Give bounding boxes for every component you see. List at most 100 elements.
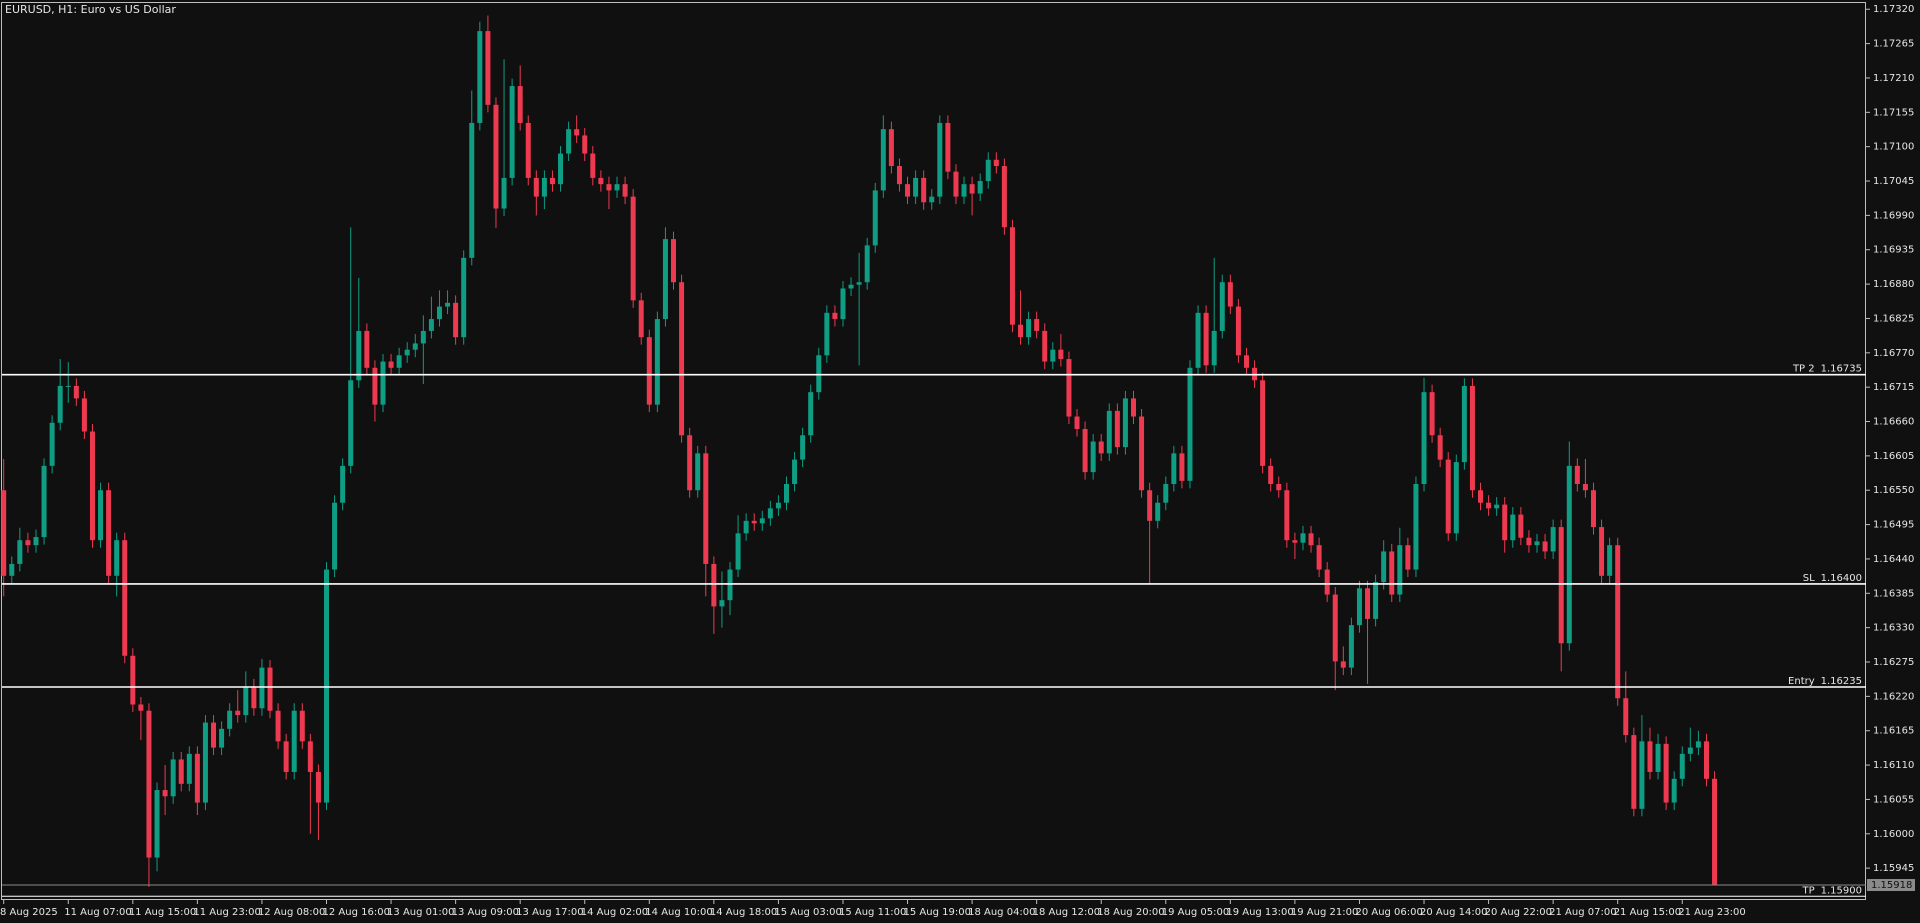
candle-body	[98, 490, 104, 541]
candle-body	[162, 790, 168, 797]
y-tick-label: 1.16495	[1873, 520, 1914, 531]
candle-body	[1090, 441, 1096, 473]
candle-body	[25, 540, 31, 546]
candle-body	[138, 704, 144, 711]
candle-body	[783, 483, 789, 503]
y-tick-label: 1.16440	[1873, 554, 1914, 565]
candle-body	[1332, 594, 1338, 662]
candle-body	[614, 184, 620, 191]
candle-body	[1703, 741, 1709, 779]
candle-body	[816, 355, 822, 393]
x-tick-label: 12 Aug 16:00	[323, 907, 390, 918]
candle-body	[57, 385, 63, 423]
candle-body	[178, 759, 184, 784]
y-tick-label: 1.16220	[1873, 691, 1914, 702]
x-tick-label: 13 Aug 01:00	[387, 907, 454, 918]
x-tick-label: 11 Aug 15:00	[129, 907, 196, 918]
candle-body	[41, 465, 47, 538]
y-tick-label: 1.16275	[1873, 657, 1914, 668]
candle-body	[1631, 735, 1637, 809]
candle-body	[170, 759, 176, 797]
candle-body	[1437, 435, 1443, 460]
candle-body	[1429, 392, 1435, 436]
candle-body	[106, 490, 112, 576]
candle-body	[396, 355, 402, 368]
x-tick-label: 18 Aug 20:00	[1097, 907, 1164, 918]
candle-body	[356, 330, 362, 381]
candle-body	[1486, 502, 1492, 509]
candle-body	[130, 655, 136, 705]
x-tick-label: 15 Aug 03:00	[774, 907, 841, 918]
candle-body	[767, 508, 773, 519]
candle-body	[985, 159, 991, 182]
y-tick-label: 1.17210	[1873, 73, 1914, 84]
candle-body	[566, 129, 572, 154]
candle-body	[211, 722, 217, 748]
candle-body	[872, 190, 878, 246]
candle-body	[937, 122, 943, 197]
candle-body	[73, 385, 79, 399]
candle-body	[219, 728, 225, 748]
candle-body	[905, 184, 911, 197]
candle-body	[283, 741, 289, 772]
candle-body	[453, 302, 459, 338]
candle-body	[81, 398, 87, 432]
x-tick-label: 18 Aug 04:00	[968, 907, 1035, 918]
candle-body	[945, 122, 951, 172]
level-price: 1.16400	[1821, 573, 1862, 584]
level-name: SL	[1803, 573, 1815, 584]
candle-body	[1405, 545, 1411, 570]
candle-body	[961, 184, 967, 197]
candle-body	[792, 459, 798, 484]
level-label: SL 1.16400	[1803, 573, 1862, 584]
candle-body	[364, 330, 370, 368]
candle-body	[695, 453, 701, 491]
candle-body	[1122, 398, 1128, 448]
candle-body	[1074, 416, 1080, 430]
candle-body	[800, 435, 806, 460]
candle-body	[436, 306, 442, 320]
candle-body	[1687, 747, 1693, 754]
candle-body	[1639, 741, 1645, 809]
y-tick-label: 1.16770	[1873, 348, 1914, 359]
candle-body	[824, 312, 830, 356]
candle-body	[49, 422, 55, 466]
candle-body	[1219, 282, 1225, 331]
candle-body	[509, 86, 515, 178]
candle-body	[735, 533, 741, 570]
candle-body	[1018, 324, 1024, 338]
candle-body	[1453, 462, 1459, 534]
y-tick-label: 1.16990	[1873, 210, 1914, 221]
candle-body	[840, 288, 846, 320]
candle-body	[1009, 227, 1015, 325]
candle-body	[1139, 416, 1145, 491]
candle-body	[646, 337, 652, 405]
candle-body	[251, 686, 257, 709]
candle-body	[388, 361, 394, 368]
candle-body	[1389, 551, 1395, 595]
candle-body	[485, 31, 491, 105]
candle-body	[1663, 743, 1669, 803]
candle-body	[630, 196, 636, 301]
candle-body	[1050, 349, 1056, 362]
y-tick-label: 1.16000	[1873, 829, 1914, 840]
candle-body	[501, 177, 507, 209]
level-label: TP 2 1.16735	[1792, 364, 1862, 375]
candle-body	[1066, 359, 1072, 417]
x-tick-label: 15 Aug 11:00	[839, 907, 906, 918]
candle-body	[864, 245, 870, 283]
candle-body	[146, 710, 152, 858]
candle-body	[1, 490, 7, 576]
candle-body	[445, 302, 451, 307]
x-tick-label: 21 Aug 15:00	[1614, 907, 1681, 918]
candle-body	[324, 569, 329, 803]
y-tick-label: 1.16935	[1873, 245, 1914, 256]
candle-body	[1421, 392, 1427, 484]
candle-body	[1695, 741, 1701, 748]
x-tick-label: 18 Aug 12:00	[1033, 907, 1100, 918]
candle-body	[775, 502, 781, 509]
candle-body	[1340, 661, 1346, 668]
candle-body	[1187, 367, 1193, 481]
